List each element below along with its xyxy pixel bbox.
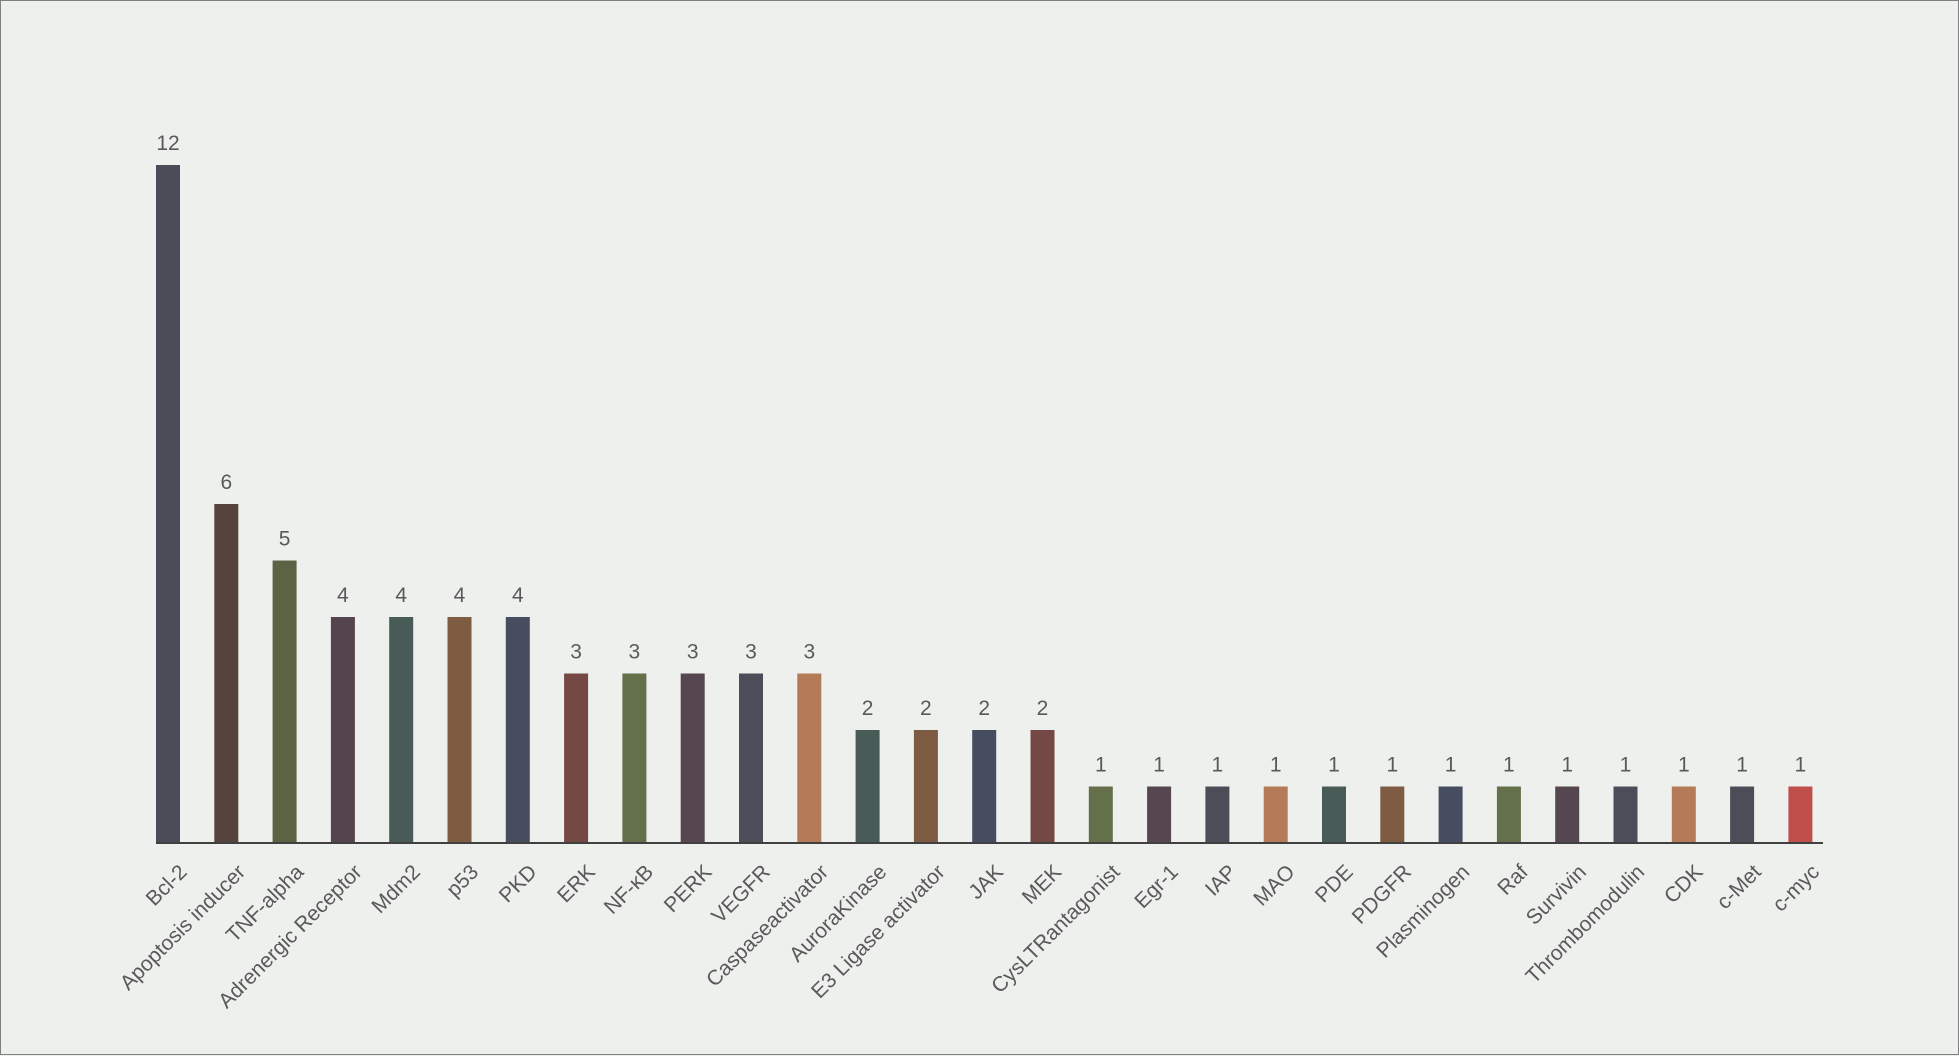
category-label-18: IAP	[1201, 860, 1241, 900]
category-label-20: PDE	[1311, 860, 1358, 907]
bar-17	[1147, 786, 1172, 843]
value-label-0: 12	[156, 132, 179, 155]
bar-10	[739, 673, 763, 843]
value-label-3: 4	[337, 584, 349, 607]
value-label-26: 1	[1678, 754, 1690, 777]
value-label-17: 1	[1153, 754, 1165, 777]
bar-15	[1030, 730, 1055, 843]
bar-21	[1380, 786, 1405, 843]
value-label-23: 1	[1503, 754, 1515, 777]
value-label-7: 3	[570, 641, 582, 664]
bar-14	[972, 730, 997, 843]
value-label-15: 2	[1037, 697, 1049, 720]
value-label-8: 3	[629, 641, 641, 664]
bar-1	[214, 504, 239, 843]
value-label-14: 2	[978, 697, 990, 720]
bar-6	[505, 617, 530, 843]
value-label-9: 3	[687, 641, 699, 664]
category-label-7: ERK	[553, 860, 600, 907]
category-label-5: p53	[442, 860, 483, 901]
category-label-14: JAK	[964, 860, 1007, 903]
bar-13	[913, 730, 938, 843]
bar-11	[797, 673, 822, 843]
bar-23	[1496, 786, 1521, 843]
category-label-0: Bcl-2	[142, 860, 192, 910]
value-label-20: 1	[1328, 754, 1340, 777]
value-label-2: 5	[279, 528, 291, 551]
bar-3	[330, 617, 355, 843]
bar-4	[389, 617, 414, 843]
category-label-23: Raf	[1493, 860, 1532, 899]
value-label-4: 4	[395, 584, 407, 607]
value-label-28: 1	[1795, 754, 1807, 777]
bar-9	[680, 673, 705, 843]
category-label-15: MEK	[1018, 860, 1066, 908]
value-label-5: 4	[454, 584, 466, 607]
value-label-13: 2	[920, 697, 932, 720]
value-label-1: 6	[220, 471, 232, 494]
value-label-11: 3	[803, 641, 815, 664]
value-label-27: 1	[1736, 754, 1748, 777]
value-label-19: 1	[1270, 754, 1282, 777]
bar-8	[622, 673, 647, 843]
category-label-4: Mdm2	[367, 860, 425, 918]
value-labels-layer: 12 6 5 4 4 4 4 3 3 3 3 3 2 2 2 2 1 1 1 1 1 1 1 1 1 1 1 1 1	[156, 132, 1806, 777]
bar-0	[156, 165, 180, 843]
value-label-6: 4	[512, 584, 524, 607]
value-label-18: 1	[1212, 754, 1224, 777]
value-label-24: 1	[1561, 754, 1573, 777]
value-label-21: 1	[1386, 754, 1398, 777]
bars-layer	[156, 165, 1813, 843]
bar-27	[1730, 786, 1755, 843]
category-label-27: c-Met	[1712, 860, 1766, 914]
value-label-16: 1	[1095, 754, 1107, 777]
category-label-6: PKD	[495, 860, 542, 907]
bar-18	[1205, 786, 1230, 843]
bar-2	[272, 560, 297, 843]
category-label-26: CDK	[1660, 860, 1708, 908]
bar-26	[1671, 786, 1696, 843]
value-label-12: 2	[862, 697, 874, 720]
bar-20	[1322, 786, 1346, 843]
value-label-22: 1	[1445, 754, 1457, 777]
bar-24	[1555, 786, 1580, 843]
bar-12	[855, 730, 880, 843]
bar-7	[564, 673, 589, 843]
category-label-28: c-myc	[1768, 860, 1824, 916]
bar-16	[1088, 786, 1113, 843]
value-label-10: 3	[745, 641, 757, 664]
category-label-17: Egr-1	[1130, 860, 1183, 913]
category-label-8: NF-κB	[600, 860, 658, 918]
category-label-9: PERK	[660, 860, 717, 917]
bar-28	[1788, 786, 1813, 843]
bar-5	[447, 617, 472, 843]
bar-25	[1613, 786, 1638, 843]
category-label-19: MAO	[1249, 860, 1299, 910]
value-label-25: 1	[1620, 754, 1632, 777]
bar-19	[1263, 786, 1288, 843]
bar-22	[1438, 786, 1463, 843]
